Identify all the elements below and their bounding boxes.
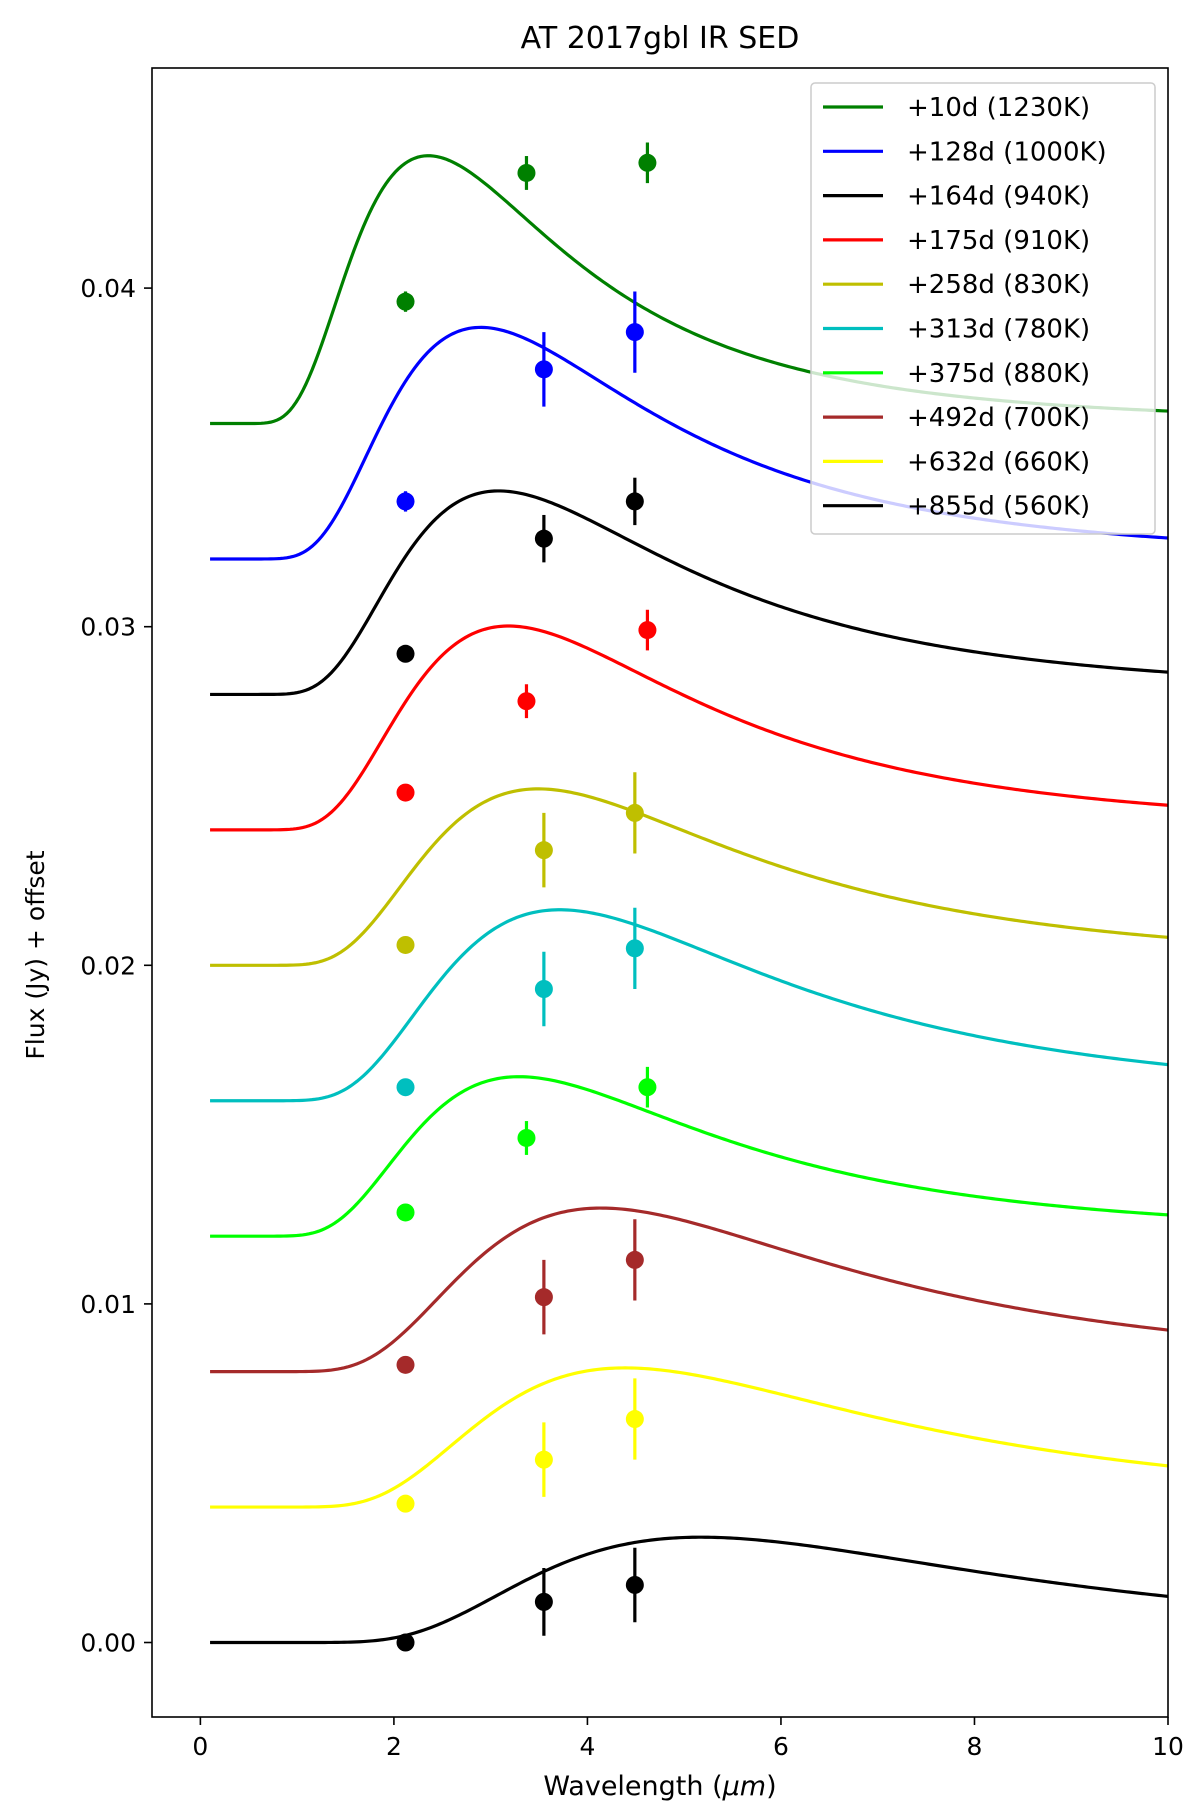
data-point-7-1 <box>534 1288 553 1307</box>
y-axis-label: Flux (Jy) + offset <box>21 850 50 1059</box>
series-curve-9 <box>210 1535 1168 1645</box>
y-tick-label: 0.01 <box>80 1290 136 1319</box>
data-point-1-0 <box>396 492 415 511</box>
x-axis-label: Wavelength (μm) <box>543 1771 776 1802</box>
data-point-3-2 <box>638 621 657 640</box>
series-curve-6 <box>210 1075 1168 1238</box>
legend-label-3: +175d (910K) <box>907 226 1090 256</box>
data-point-8-2 <box>625 1410 644 1429</box>
data-point-1-1 <box>534 360 553 379</box>
legend-label-6: +375d (880K) <box>907 359 1090 389</box>
legend-label-0: +10d (1230K) <box>907 93 1090 123</box>
legend-label-9: +855d (560K) <box>907 492 1090 522</box>
series-curves <box>210 154 1168 1645</box>
data-point-6-1 <box>517 1128 536 1147</box>
data-point-7-0 <box>396 1355 415 1374</box>
x-axis-label-unit: μm <box>722 1771 766 1802</box>
data-point-5-2 <box>625 939 644 958</box>
x-axis-label-prefix: Wavelength ( <box>543 1771 722 1802</box>
legend-box <box>810 82 1156 535</box>
data-point-2-2 <box>625 492 644 511</box>
y-tick-label: 0.00 <box>80 1629 136 1658</box>
data-point-7-2 <box>625 1250 644 1269</box>
data-point-9-2 <box>625 1575 644 1594</box>
x-tick-label: 8 <box>967 1732 983 1761</box>
data-point-4-2 <box>625 803 644 822</box>
data-point-4-1 <box>534 841 553 860</box>
data-point-5-1 <box>534 980 553 999</box>
legend-label-1: +128d (1000K) <box>907 137 1107 167</box>
x-tick-label: 2 <box>386 1732 402 1761</box>
chart-title: AT 2017gbl IR SED <box>521 21 800 56</box>
data-point-9-1 <box>534 1592 553 1611</box>
data-point-1-2 <box>625 323 644 342</box>
plot-frame <box>151 67 1169 1718</box>
data-point-8-0 <box>396 1494 415 1513</box>
data-point-0-2 <box>638 153 657 172</box>
data-point-3-1 <box>517 692 536 711</box>
data-point-2-0 <box>396 644 415 663</box>
data-point-5-0 <box>396 1078 415 1097</box>
series-curve-5 <box>210 908 1168 1103</box>
series-curve-7 <box>210 1206 1168 1374</box>
data-point-6-0 <box>396 1203 415 1222</box>
legend: +10d (1230K) +128d (1000K) +164d (940K) +17… <box>810 82 1156 535</box>
data-point-0-0 <box>396 292 415 311</box>
data-point-6-2 <box>638 1078 657 1097</box>
series-markers <box>396 142 657 1652</box>
x-tick-label: 6 <box>773 1732 789 1761</box>
series-curve-8 <box>210 1366 1168 1509</box>
legend-label-8: +632d (660K) <box>907 447 1090 477</box>
data-point-2-1 <box>534 529 553 548</box>
legend-label-4: +258d (830K) <box>907 270 1090 300</box>
x-tick-label: 10 <box>1152 1732 1184 1761</box>
x-tick-label: 4 <box>579 1732 595 1761</box>
data-point-0-1 <box>517 163 536 182</box>
data-point-4-0 <box>396 935 415 954</box>
y-tick-label: 0.03 <box>80 613 136 642</box>
legend-label-2: +164d (940K) <box>907 182 1090 212</box>
series-curve-2 <box>210 489 1168 697</box>
series-curve-3 <box>210 624 1168 832</box>
series-curve-4 <box>210 787 1168 967</box>
x-axis-label-suffix: ) <box>766 1771 777 1802</box>
legend-label-5: +313d (780K) <box>907 315 1090 345</box>
data-point-9-0 <box>396 1633 415 1652</box>
data-point-8-1 <box>534 1450 553 1469</box>
x-tick-label: 0 <box>192 1732 208 1761</box>
axes: 0 2 4 6 8 10 0.00 0.01 0.02 0.03 0.04 <box>80 67 1184 1761</box>
y-tick-label: 0.02 <box>80 951 136 980</box>
data-point-3-0 <box>396 783 415 802</box>
legend-label-7: +492d (700K) <box>907 403 1090 433</box>
y-tick-label: 0.04 <box>80 274 136 303</box>
